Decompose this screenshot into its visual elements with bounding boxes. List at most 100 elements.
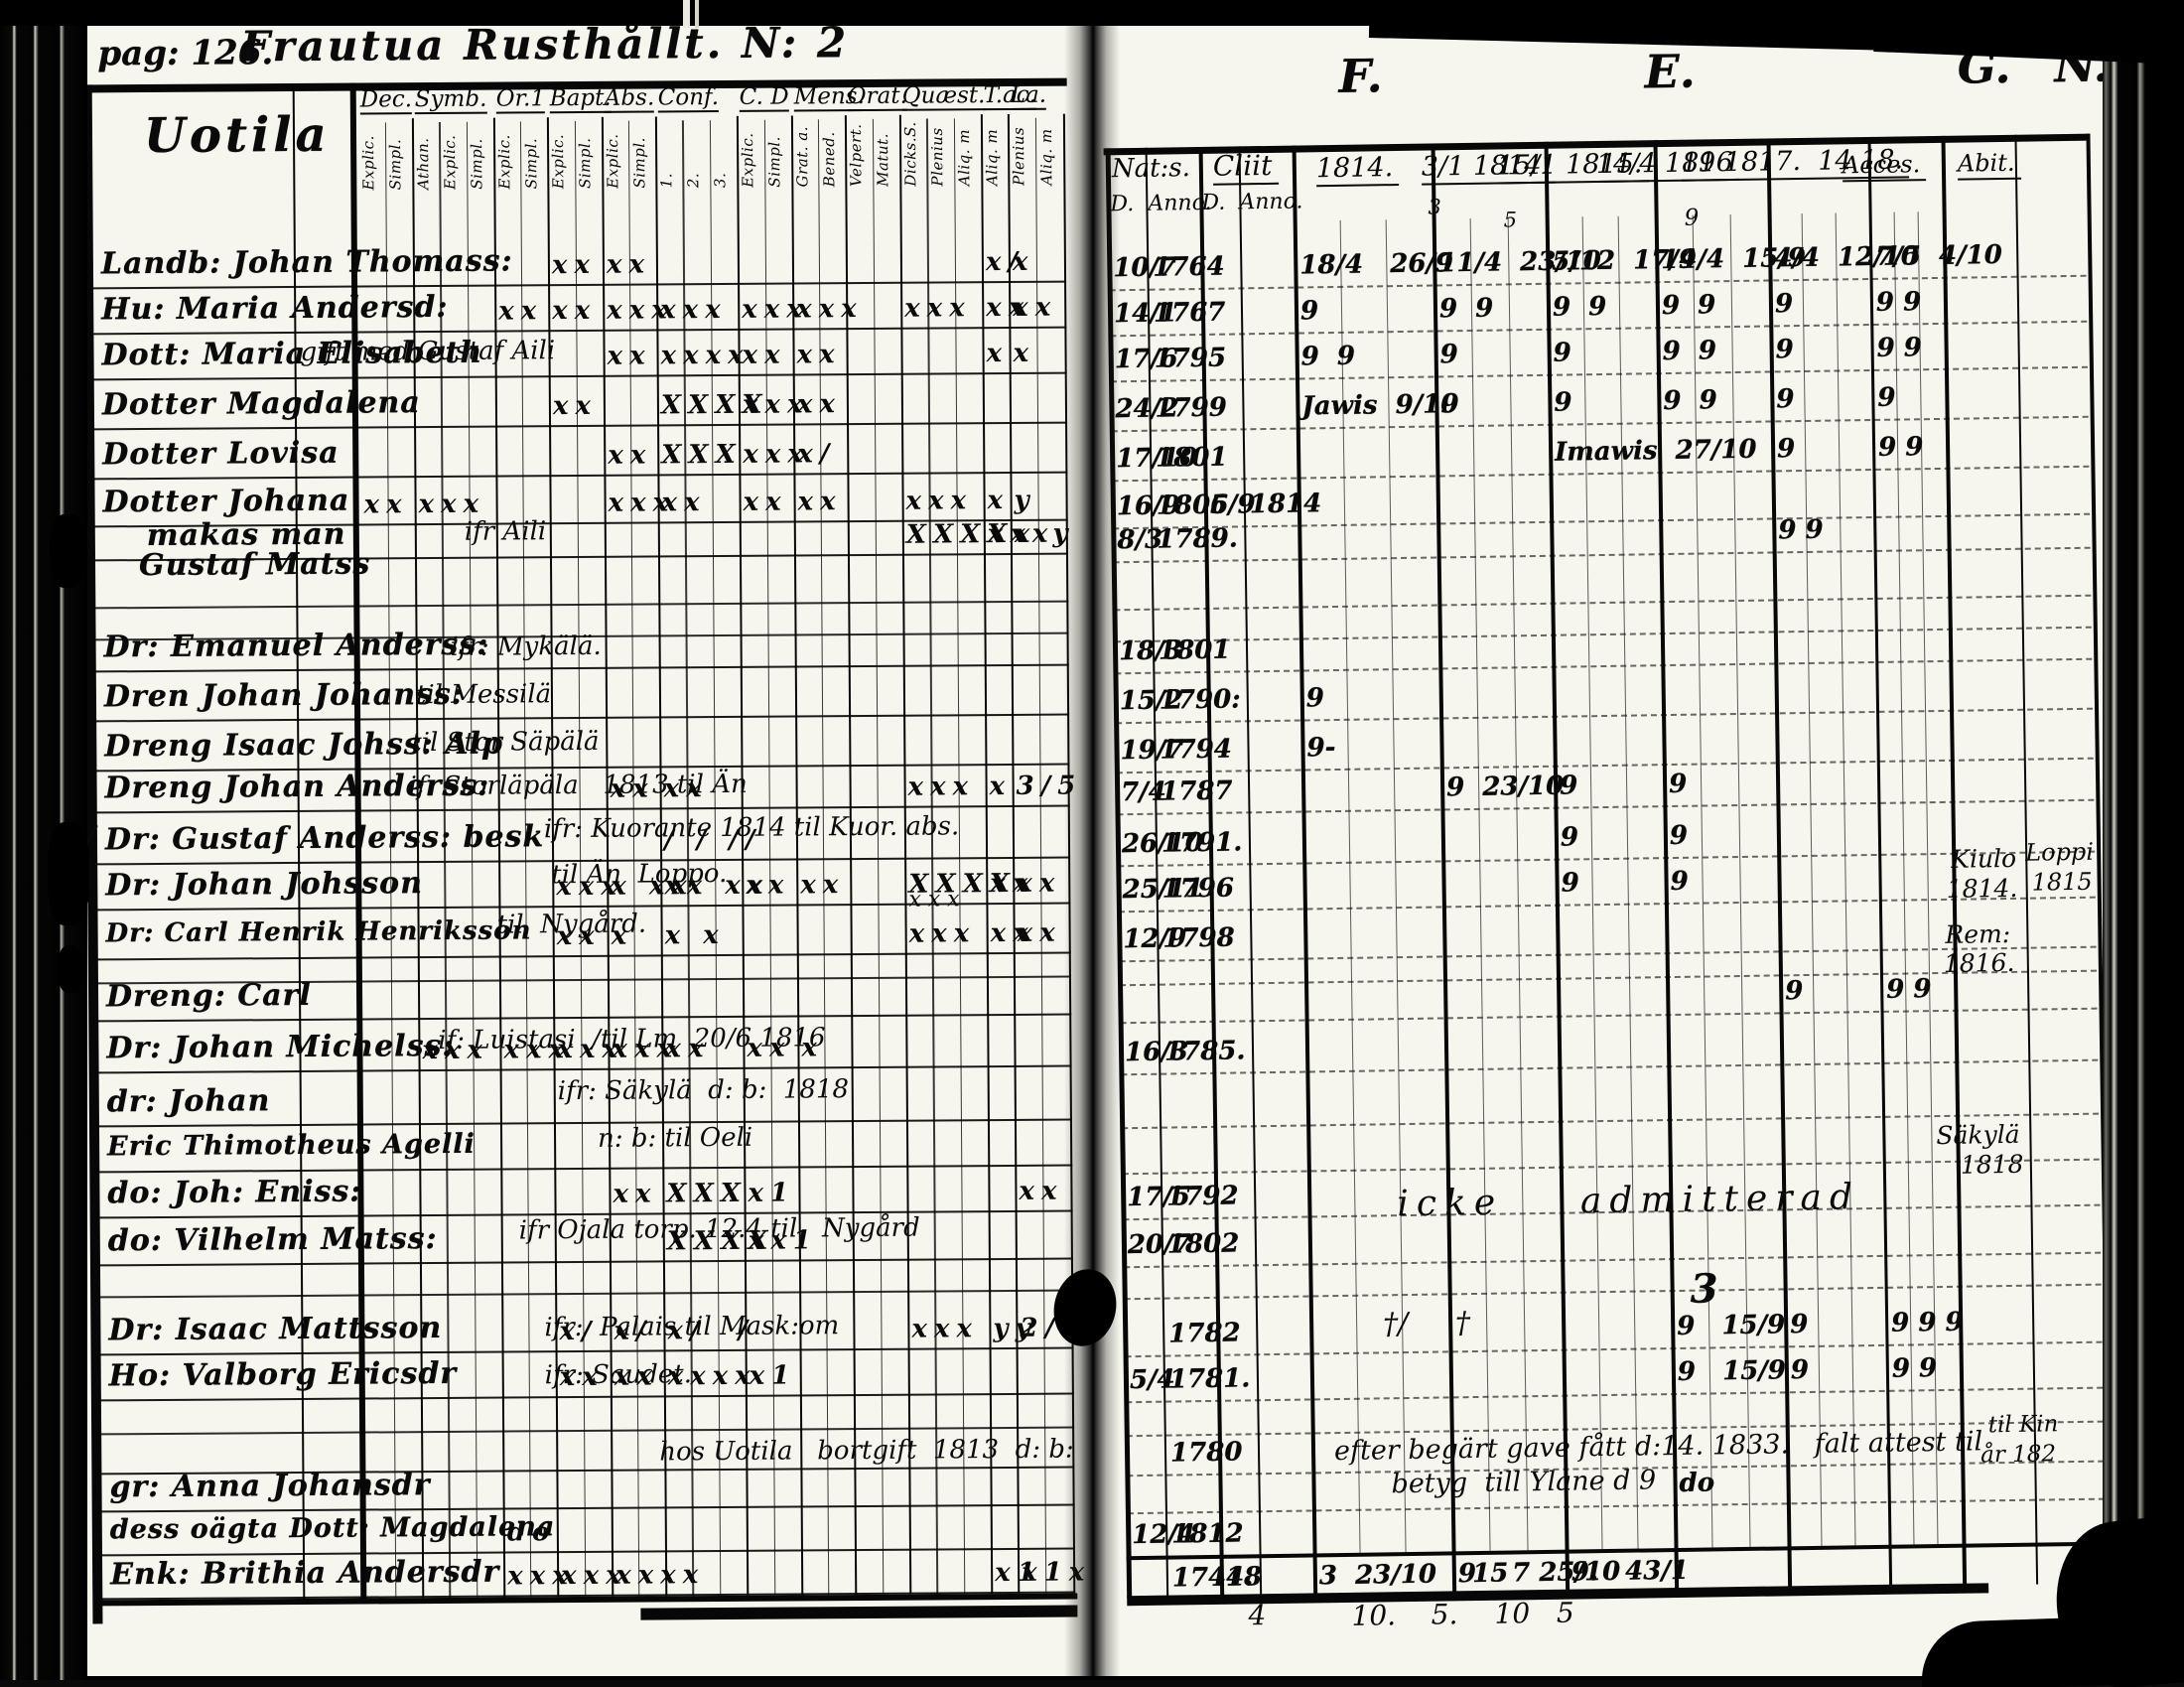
record-cell-y15: 9 xyxy=(1559,771,1578,801)
annotation: 3 xyxy=(1690,1265,1718,1313)
row-line xyxy=(1124,1283,2102,1301)
record-cell-nata: 1787 xyxy=(1160,775,1233,807)
record-cell-nata: 1780 xyxy=(1169,1437,1243,1469)
row-line xyxy=(1116,757,2094,774)
record-cell-y18: 9 9 9 xyxy=(1890,1307,1964,1338)
annotation: 1815 xyxy=(2031,867,2093,897)
column-header-nats: Nat:s. xyxy=(1111,153,1191,185)
row-line xyxy=(1127,1497,2105,1515)
record-cell-y15: 9 9 xyxy=(1552,291,1607,323)
row-line xyxy=(1109,274,2087,292)
row-line xyxy=(1113,546,2091,564)
annotation: 3 xyxy=(1428,195,1442,219)
scan-edge-bottom xyxy=(0,1680,2184,1687)
record-cell-nata: 1796 xyxy=(1161,873,1235,905)
record-cell-y16: 9 9 xyxy=(1663,385,1717,417)
record-cell-y15: 9 xyxy=(1560,822,1579,853)
annotation: Loppi xyxy=(2024,837,2095,867)
record-cell-y16: 9 15/9 xyxy=(1677,1355,1787,1387)
record-cell-nata: 1782 xyxy=(1168,1318,1241,1349)
annotation: Rem: xyxy=(1945,918,2011,949)
record-cell-y17: 9 xyxy=(1789,1310,1809,1340)
ink-blob-margin-2 xyxy=(48,822,89,925)
record-cell-y17: 9 xyxy=(1774,289,1794,320)
row-line xyxy=(1122,1158,2100,1176)
annotation: efter begärt gave fått d:14. 1833. falt … xyxy=(1333,1426,1983,1468)
row-line xyxy=(1111,415,2089,433)
ink-blob-margin-1 xyxy=(50,514,85,588)
record-cell-nata: 1812 xyxy=(1171,1518,1244,1550)
record-cell-y18: 7/5 4/10 xyxy=(1875,240,2003,272)
record-cell-y15: 9. 43/1 xyxy=(1570,1555,1690,1588)
record-cell-y14a: 9 xyxy=(1299,296,1319,327)
record-cell-y17: 9 xyxy=(1784,976,1804,1007)
record-cell-nata: 1799 xyxy=(1155,392,1228,424)
record-cell-nata: 1789. xyxy=(1157,523,1239,555)
record-cell-y14b: 9 9 xyxy=(1438,293,1494,325)
record-cell-y16: do xyxy=(1679,1468,1715,1498)
record-cell-y17: 9 xyxy=(1776,384,1795,415)
record-cell-nata: 1792 xyxy=(1166,1181,1239,1212)
row-line xyxy=(1114,594,2092,612)
record-cell-nata: 1790: xyxy=(1159,684,1241,716)
annotation: 9 xyxy=(1684,205,1700,231)
column-header-cliit: Cliit xyxy=(1213,149,1279,186)
bookmark-string xyxy=(683,0,690,28)
annotation: icke admitterad xyxy=(1397,1177,1861,1225)
record-cell-y14b: 9 xyxy=(1439,340,1458,370)
annotation: til Kin xyxy=(1987,1411,2059,1439)
record-cell-y18: 9 9 xyxy=(1875,287,1922,318)
record-cell-y14a: 9 9 xyxy=(1300,341,1356,372)
row-line xyxy=(1118,850,2096,868)
record-cell-y14a: 18/4 26/9 xyxy=(1299,248,1454,281)
record-cell-nata: 1764 xyxy=(1153,251,1225,283)
bookmark-string-2 xyxy=(695,0,699,28)
annotation: 10. 5. xyxy=(1351,1598,1458,1632)
annotation: 1816. xyxy=(1943,947,2015,978)
row-line xyxy=(1112,465,2090,483)
record-cell-y17: 9 xyxy=(1775,335,1794,365)
column-header-abi: Abit. xyxy=(1958,149,2021,181)
row-line xyxy=(1120,1007,2098,1025)
ink-blob-margin-3 xyxy=(58,945,83,993)
record-cell-nata: 1767 xyxy=(1153,297,1226,329)
record-cell-y15: 9 xyxy=(1554,387,1572,418)
record-cell-y15: 9 xyxy=(1561,868,1579,899)
annotation: 1814. xyxy=(1946,873,2018,904)
column-header-y14a: 1814. xyxy=(1316,152,1400,188)
column-header-acc: Acces. xyxy=(1843,150,1927,183)
record-cell-nata: 1785. xyxy=(1163,1036,1246,1067)
row-line xyxy=(1115,657,2093,675)
record-cell-y18: 9 9 xyxy=(1876,333,1923,363)
row-line xyxy=(1121,1058,2099,1076)
row-line xyxy=(1124,1251,2102,1269)
record-cell-y15: 9 xyxy=(1553,338,1571,368)
record-cell-y17: 9 xyxy=(1790,1355,1810,1386)
annotation: betyg till Ylane d 9 xyxy=(1391,1465,1657,1500)
annotation: 3 xyxy=(1683,244,1697,269)
record-cell-nata: 1794 xyxy=(1160,734,1233,766)
row-line xyxy=(1125,1340,2103,1358)
record-cell-y17: 9 9 xyxy=(1778,514,1824,546)
annotation: †/ † xyxy=(1382,1306,1471,1342)
row-line xyxy=(1114,626,2092,643)
scan-edge-right xyxy=(2103,0,2184,1687)
record-cell-y18: 9 9 xyxy=(1885,974,1932,1005)
record-cell-y14a: 9 xyxy=(1305,683,1325,714)
column-sub-label: D. xyxy=(1201,190,1226,215)
annotation: 10 5 xyxy=(1494,1596,1574,1630)
record-cell-y18: 9 9 xyxy=(1891,1353,1938,1384)
record-cell-y16: 9 9 xyxy=(1662,336,1717,367)
record-cell-y17: 9 xyxy=(1776,434,1796,465)
column-sub-label: Anno. xyxy=(1239,189,1303,215)
record-cell-nata: 1798 xyxy=(1162,922,1235,954)
annotation: 1818 xyxy=(1960,1149,2024,1180)
record-cell-y16: 9 xyxy=(1669,820,1689,852)
record-cell-nata: 1781. xyxy=(1168,1363,1251,1395)
record-cell-nata: 1791. xyxy=(1160,827,1243,859)
record-cell-y16: 9 xyxy=(1670,866,1689,898)
record-cell-y14a: 9- xyxy=(1306,733,1336,764)
record-cell-y15: Imawis 27/10 xyxy=(1554,434,1757,468)
record-cell-y14a: Jawis 9/10 xyxy=(1301,389,1459,422)
